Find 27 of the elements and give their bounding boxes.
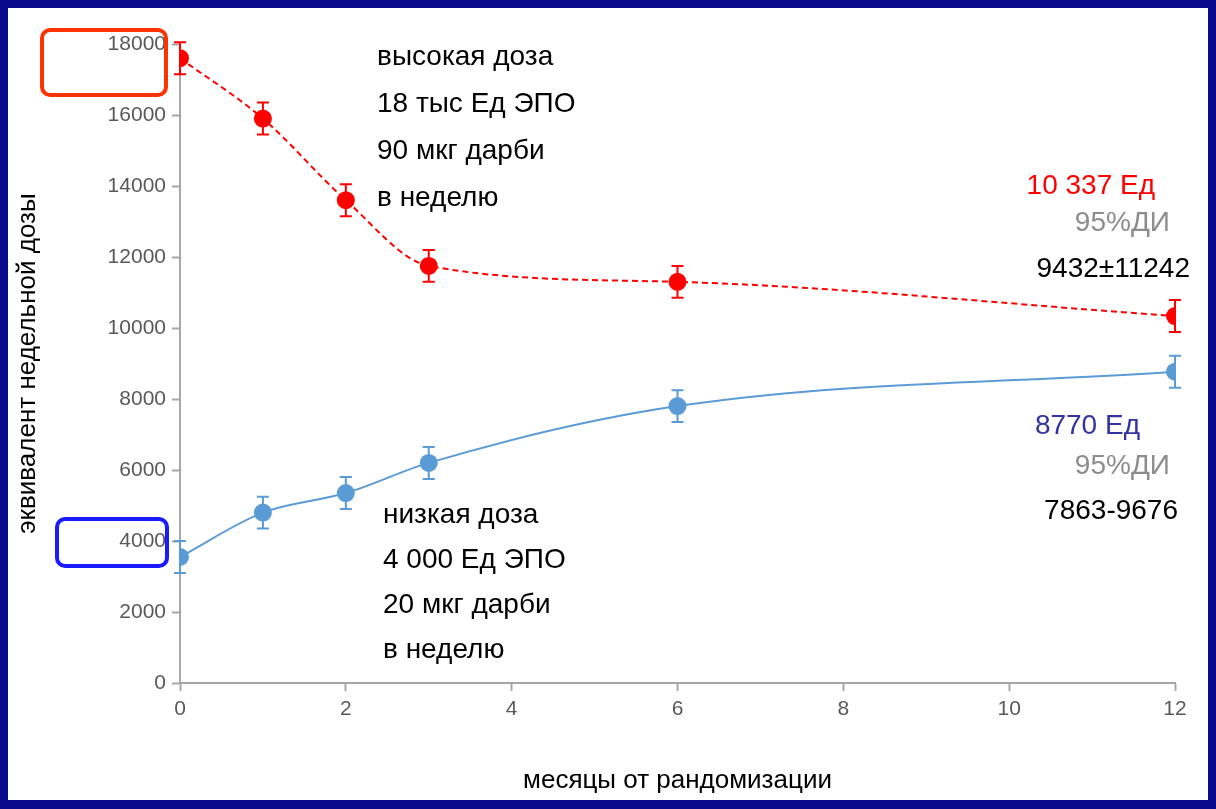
annotation: 95%ДИ — [1074, 448, 1170, 480]
y-tick-label: 4000 — [119, 527, 166, 551]
y-tick-label: 16000 — [107, 101, 166, 125]
annotation: 8770 Ед — [1034, 408, 1140, 440]
x-tick-label: 8 — [837, 696, 850, 720]
y-tick-label: 0 — [154, 669, 166, 693]
annotation: 7863-9676 — [1044, 493, 1178, 525]
y-tick-label: 6000 — [119, 456, 166, 480]
annotation: высокая доза 18 тыс Ед ЭПО 90 мкг дарби в неделю — [377, 39, 576, 212]
y-tick-label: 18000 — [107, 30, 166, 54]
x-tick-label: 4 — [505, 696, 518, 720]
y-tick-label: 14000 — [107, 172, 166, 196]
annotation: 95%ДИ — [1074, 205, 1170, 237]
y-tick-label: 8000 — [119, 385, 166, 409]
x-tick-label: 10 — [997, 696, 1021, 720]
annotation: 10 337 Ед — [1026, 168, 1155, 200]
y-tick-label: 10000 — [107, 314, 166, 338]
y-tick-label: 2000 — [119, 598, 166, 622]
x-tick-label: 6 — [671, 696, 684, 720]
y-tick-label: 12000 — [107, 243, 166, 267]
x-tick-label: 12 — [1163, 696, 1187, 720]
y-axis-title: эквивалент недельной дозы — [10, 193, 41, 534]
annotation: низкая доза 4 000 Ед ЭПО 20 мкг дарби в неделю — [383, 497, 566, 664]
x-axis-title: месяцы от рандомизации — [523, 763, 832, 794]
x-tick-label: 2 — [339, 696, 352, 720]
annotation: 9432±11242 — [1036, 251, 1190, 283]
x-tick-label: 0 — [174, 696, 186, 720]
